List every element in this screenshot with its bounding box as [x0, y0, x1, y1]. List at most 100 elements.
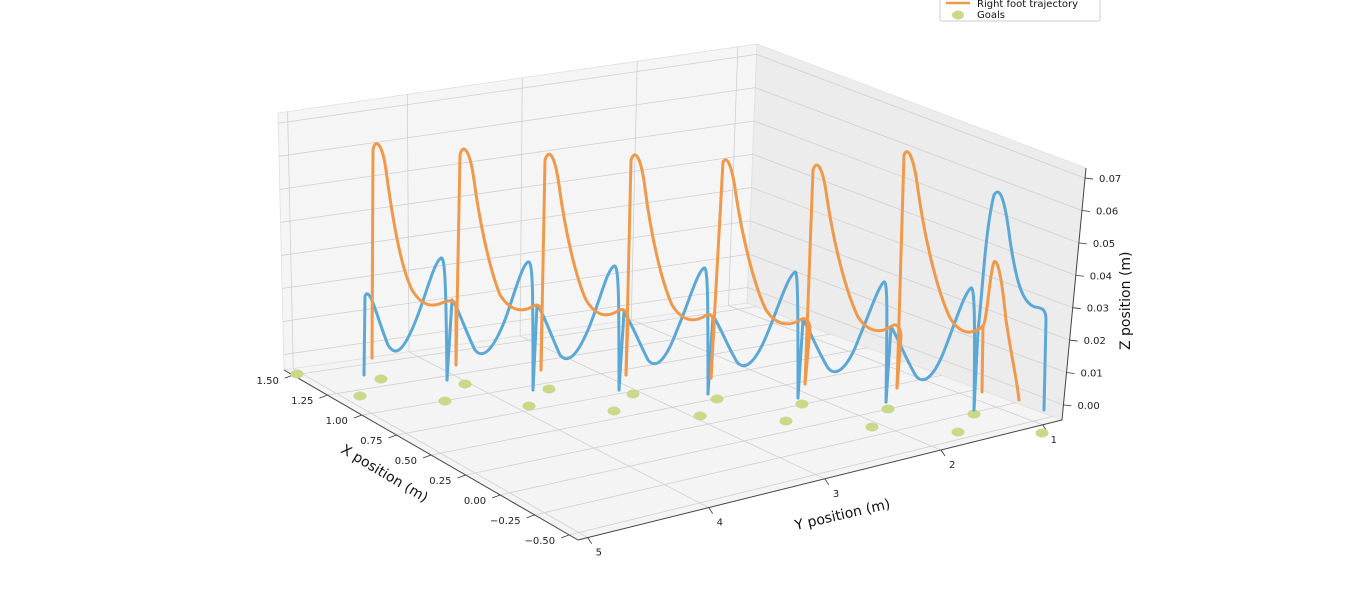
left-foot-trajectory: [362, 256, 449, 382]
z-gridline: [748, 253, 1067, 373]
x-tick-label: −0.50: [525, 536, 556, 547]
z-tick-label: 0.00: [1077, 401, 1099, 412]
x-tick-mark: [561, 534, 570, 539]
y-wall-gridline: [519, 77, 523, 336]
x-tick-mark: [353, 414, 363, 419]
z-gridline-back: [281, 187, 752, 256]
z-gridline-back: [282, 220, 751, 289]
z-tick-label: 0.05: [1093, 239, 1115, 250]
legend-box: [939, 0, 1101, 22]
left-foot-trajectory: [617, 266, 710, 396]
right-foot-trajectory: [624, 153, 716, 380]
y-wall-gridline: [630, 61, 638, 320]
left-foot-trajectory: [796, 280, 889, 404]
left-foot-trajectory: [531, 264, 621, 392]
x-gridline: [430, 361, 905, 456]
x-axis-label: X position (m): [338, 442, 431, 506]
y-tick-mark: [708, 507, 714, 514]
z-axis-label: Z position (m): [1118, 251, 1134, 350]
left-foot-trajectory: [884, 286, 977, 412]
axes: 1.50 1.25 1.00 0.75 0.50 0.25 0.00 −0.25 −0.50 5 4…: [257, 167, 1121, 559]
goal-marker: [374, 374, 388, 384]
right-foot-trajectory: [539, 152, 630, 377]
x-gridline: [500, 388, 979, 496]
z-axis-line: [1061, 167, 1087, 421]
z-gridline: [755, 87, 1083, 211]
z-tick-mark: [1078, 242, 1087, 245]
legend-label-right-foot: Right foot trajectory: [977, 0, 1078, 10]
z-tick-mark: [1072, 307, 1081, 310]
y-axis-line: [577, 419, 1063, 541]
z-tick-label: 0.06: [1096, 206, 1118, 217]
z-tick-label: 0.04: [1090, 271, 1112, 282]
x-tick-mark: [457, 474, 466, 479]
z-tick-mark: [1075, 274, 1084, 277]
y-wall-gridline: [406, 94, 410, 352]
goal-marker: [693, 411, 707, 421]
x-gridline: [327, 319, 794, 396]
left-foot-trajectory: [706, 270, 800, 400]
y-tick-mark: [824, 478, 830, 486]
goal-marker: [626, 389, 640, 399]
x-gridline: [465, 374, 942, 476]
z-gridline: [747, 287, 1064, 406]
right-foot-trajectory: [980, 324, 985, 394]
goal-marker: [881, 404, 895, 414]
z-tick-label: 0.07: [1099, 174, 1121, 185]
x-tick-label: 0.25: [429, 476, 451, 487]
y-tick-mark: [940, 449, 946, 457]
y-tick-label: 3: [833, 489, 839, 500]
right-foot-trajectory: [370, 142, 458, 367]
z-tick-mark: [1066, 372, 1075, 374]
legend-marker-goals: [952, 10, 964, 20]
x-tick-mark: [319, 394, 328, 399]
y-gridline: [631, 319, 942, 451]
goal-marker: [353, 391, 367, 401]
z-tick-mark: [1084, 177, 1094, 180]
y-tick-mark: [587, 537, 593, 544]
goal-marker: [438, 396, 452, 406]
x-tick-mark: [526, 514, 535, 519]
right-foot-trajectory: [803, 163, 903, 390]
z-gridline-back: [278, 53, 757, 124]
x-tick-label: 1.25: [291, 396, 313, 407]
y-tick-label: 4: [717, 518, 723, 529]
z-gridline: [756, 53, 1086, 179]
goal-marker: [458, 379, 472, 389]
x-gridline: [292, 306, 757, 376]
x-tick-label: 1.00: [326, 416, 348, 427]
left-foot-trajectory: [445, 260, 535, 392]
x-tick-label: 0.75: [360, 436, 382, 447]
z-tick-mark: [1069, 339, 1078, 342]
z-gridline-back: [278, 87, 756, 157]
goal-marker: [522, 401, 536, 411]
x-tick-label: −0.25: [490, 516, 521, 527]
x-gridline: [534, 402, 1016, 516]
y-gridline: [519, 335, 826, 480]
y-tick-label: 1: [1051, 435, 1057, 446]
z-tick-mark: [1063, 404, 1072, 407]
z-gridline-back: [280, 153, 753, 223]
trajectories: [362, 142, 1048, 412]
y-gridline: [293, 368, 588, 538]
goal-markers: [290, 369, 1049, 438]
goal-marker: [779, 416, 793, 426]
goal-marker: [951, 427, 965, 437]
goal-marker: [607, 406, 621, 416]
y-axis-label: Y position (m): [792, 496, 892, 534]
goal-marker: [795, 399, 809, 409]
z-tick-mark: [1081, 210, 1091, 212]
x-tick-mark: [422, 454, 432, 459]
x-tick-mark: [491, 494, 501, 499]
z-tick-label: 0.02: [1084, 336, 1106, 347]
legend: Right foot trajectory Goals: [939, 0, 1101, 22]
z-gridline: [750, 220, 1070, 341]
goal-marker: [710, 394, 724, 404]
x-tick-label: 0.50: [395, 456, 417, 467]
z-tick-label: 0.03: [1087, 304, 1109, 315]
y-wall-gridline: [287, 111, 294, 369]
y-gridline: [408, 351, 709, 508]
right-foot-trajectory: [454, 147, 544, 372]
y-tick-label: 5: [596, 548, 602, 559]
goal-marker: [1035, 428, 1049, 438]
